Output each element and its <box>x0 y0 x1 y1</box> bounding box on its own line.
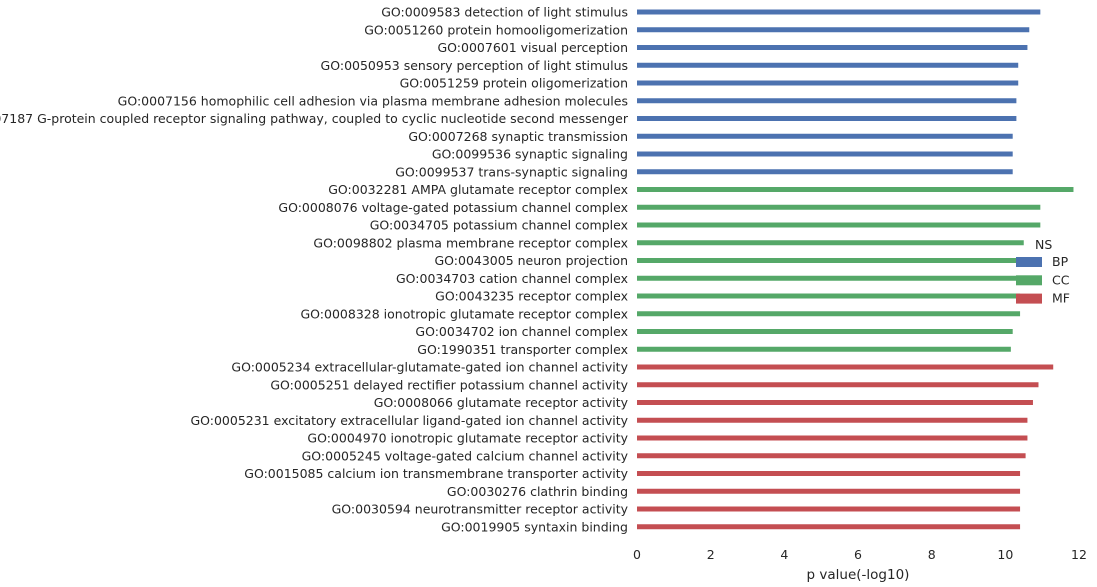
category-label: GO:0034703 cation channel complex <box>396 271 628 286</box>
bar-cc-12 <box>637 222 1041 228</box>
category-label: GO:0099536 synaptic signaling <box>432 147 628 162</box>
category-label: GO:0005234 extracellular-glutamate-gated… <box>231 360 628 375</box>
category-label: GO:0008076 voltage-gated potassium chann… <box>278 200 628 215</box>
bar-bp-1 <box>637 27 1030 33</box>
category-label: GO:0007268 synaptic transmission <box>408 129 628 144</box>
legend: NS BP CC MF <box>1016 237 1070 306</box>
category-label: GO:0005231 excitatory extracellular liga… <box>190 413 628 428</box>
x-tick-label: 6 <box>854 547 862 562</box>
category-label: GO:0051260 protein homooligomerization <box>364 22 628 37</box>
category-label: GO:0099537 trans-synaptic signaling <box>395 164 628 179</box>
bar-mf-23 <box>637 417 1028 423</box>
legend-entry-cc: CC <box>1052 272 1070 287</box>
category-labels: GO:0009583 detection of light stimulus GO… <box>0 5 629 535</box>
bar-cc-18 <box>637 329 1013 334</box>
bar-cc-15 <box>637 275 1021 281</box>
bar-cc-17 <box>637 311 1021 317</box>
category-label: GO:0098802 plasma membrane receptor comp… <box>313 235 628 250</box>
category-label: GO:0007601 visual perception <box>437 40 628 55</box>
category-label: GO:0008328 ionotropic glutamate receptor… <box>301 306 629 321</box>
legend-title: NS <box>1035 237 1052 252</box>
bar-bp-5 <box>637 98 1017 104</box>
x-tick-label: 8 <box>928 547 936 562</box>
x-tick-label: 10 <box>997 547 1013 562</box>
legend-swatch-bp <box>1016 257 1042 267</box>
bar-bp-6 <box>637 116 1017 121</box>
category-label: GO:0007187 G-protein coupled receptor si… <box>0 111 629 126</box>
x-tick-label: 2 <box>707 547 715 562</box>
bar-bp-3 <box>637 62 1019 68</box>
bar-bp-7 <box>637 133 1013 139</box>
category-label: GO:0032281 AMPA glutamate receptor compl… <box>328 182 628 197</box>
category-label: GO:0019905 syntaxin binding <box>441 519 628 534</box>
category-label: GO:0043235 receptor complex <box>435 289 628 304</box>
bar-bp-0 <box>637 9 1041 15</box>
category-label: GO:0034705 potassium channel complex <box>370 218 628 233</box>
bar-cc-10 <box>637 187 1074 192</box>
category-label: GO:0030276 clathrin binding <box>447 484 628 499</box>
legend-swatch-mf <box>1016 293 1042 304</box>
legend-entry-mf: MF <box>1052 291 1070 306</box>
x-tick-label: 12 <box>1071 547 1087 562</box>
bar-mf-20 <box>637 364 1054 370</box>
bar-cc-13 <box>637 240 1024 246</box>
x-axis-ticks: 0 2 4 6 8 10 12 <box>633 547 1087 562</box>
bar-mf-27 <box>637 488 1021 494</box>
bar-mf-22 <box>637 400 1033 405</box>
bar-cc-16 <box>637 293 1021 299</box>
category-label: GO:0050953 sensory perception of light s… <box>321 58 628 73</box>
category-label: GO:0009583 detection of light stimulus <box>381 5 628 20</box>
category-label: GO:0004970 ionotropic glutamate receptor… <box>307 431 628 446</box>
category-label: GO:0015085 calcium ion transmembrane tra… <box>244 466 628 481</box>
bar-mf-26 <box>637 471 1021 476</box>
category-label: GO:0008066 glutamate receptor activity <box>374 395 629 410</box>
category-label: GO:0034702 ion channel complex <box>415 324 628 339</box>
bar-cc-19 <box>637 346 1011 352</box>
bar-bp-8 <box>637 151 1013 157</box>
category-label: GO:0030594 neurotransmitter receptor act… <box>332 502 629 517</box>
category-label: GO:0005245 voltage-gated calcium channel… <box>302 448 629 463</box>
bar-cc-11 <box>637 204 1041 210</box>
bar-bp-4 <box>637 80 1019 86</box>
x-tick-label: 0 <box>633 547 641 562</box>
bar-bp-2 <box>637 45 1028 50</box>
bar-mf-21 <box>637 382 1039 388</box>
x-tick-label: 4 <box>780 547 788 562</box>
bar-mf-29 <box>637 524 1021 530</box>
bar-cc-14 <box>637 258 1021 263</box>
category-label: GO:0005251 delayed rectifier potassium c… <box>270 377 628 392</box>
bar-mf-28 <box>637 506 1021 512</box>
category-label: GO:0007156 homophilic cell adhesion via … <box>118 93 628 108</box>
category-label: GO:0043005 neuron projection <box>434 253 628 268</box>
bar-mf-25 <box>637 453 1026 459</box>
bar-mf-24 <box>637 435 1028 441</box>
x-axis-label: p value(-log10) <box>807 567 910 583</box>
category-label: GO:0051259 protein oligomerization <box>400 76 628 91</box>
bar-bp-9 <box>637 169 1013 175</box>
bars <box>637 9 1074 530</box>
legend-entry-bp: BP <box>1052 254 1069 269</box>
legend-swatch-cc <box>1016 275 1042 286</box>
category-label: GO:1990351 transporter complex <box>417 342 628 357</box>
